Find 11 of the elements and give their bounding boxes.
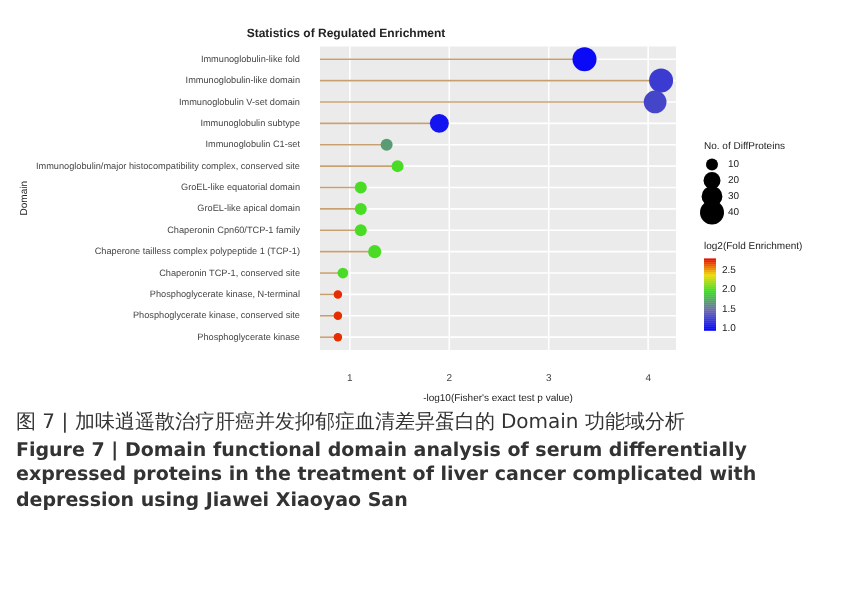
point xyxy=(333,332,343,342)
point xyxy=(391,160,404,173)
caption: 图 7 | 加味逍遥散治疗肝癌并发抑郁症血清差异蛋白的 Domain 功能域分析 xyxy=(16,410,687,436)
caption: Figure 7 | Domain functional domain analysis of serum differentially expressed proteins in the treatment of liver cancer complicated with depression using Jiawei Xiaoyao San xyxy=(16,440,759,515)
point xyxy=(354,224,367,237)
point xyxy=(354,202,367,215)
point xyxy=(354,181,367,194)
point xyxy=(333,311,343,321)
point xyxy=(368,245,382,259)
point xyxy=(337,267,349,279)
point xyxy=(380,138,393,151)
